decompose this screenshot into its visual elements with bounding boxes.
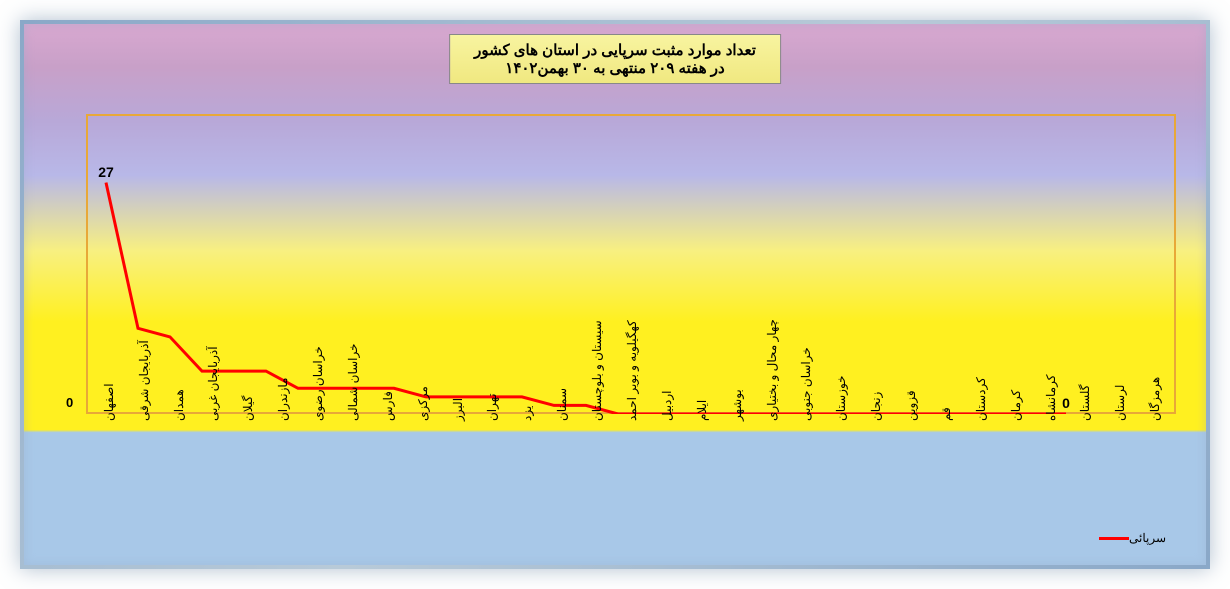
chart-frame: تعداد موارد مثبت سرپایی در استان های کشو… xyxy=(20,20,1210,569)
x-axis-label: چهار محال و بختیاری xyxy=(765,319,779,421)
x-axis-label: خراسان رضوی xyxy=(311,346,325,421)
line-series-svg xyxy=(86,114,1086,414)
x-axis-label: سمنان xyxy=(555,388,569,421)
x-axis-label: هرمزگان xyxy=(1148,377,1162,421)
x-axis-label: البرز xyxy=(451,398,465,421)
x-axis-label: اردبیل xyxy=(660,390,674,421)
x-axis-label: کرمانشاه xyxy=(1044,375,1058,421)
chart-title-line2: در هفته ۲۰۹ منتهی به ۳۰ بهمن۱۴۰۲ xyxy=(474,59,756,77)
legend-line-icon xyxy=(1099,537,1129,540)
x-axis-label: خراسان جنوبی xyxy=(799,347,813,421)
legend: سرپائی xyxy=(1093,531,1166,545)
x-axis-label: گیلان xyxy=(241,396,255,421)
x-axis-labels: اصفهانآذربایجان شرقیهمدانآذربایجان غربیگ… xyxy=(86,419,1176,539)
x-axis-label: قم xyxy=(939,407,953,421)
x-axis-label: مرکزی xyxy=(416,386,430,421)
chart-title-line1: تعداد موارد مثبت سرپایی در استان های کشو… xyxy=(474,41,756,59)
x-axis-label: کردستان xyxy=(974,377,988,421)
x-axis-label: ایلام xyxy=(695,400,709,421)
x-axis-label: فارس xyxy=(381,391,395,421)
x-axis-label: زنجان xyxy=(869,392,883,421)
x-axis-label: خراسان شمالی xyxy=(346,343,360,421)
x-axis-label: کرمان xyxy=(1009,390,1023,421)
x-axis-label: سیستان و بلوچستان xyxy=(590,320,604,421)
x-axis-label: آذربایجان غربی xyxy=(206,346,220,421)
x-axis-label: آذربایجان شرقی xyxy=(137,340,151,421)
data-point-label: 0 xyxy=(1062,395,1070,411)
chart-title-box: تعداد موارد مثبت سرپایی در استان های کشو… xyxy=(449,34,781,84)
legend-label: سرپائی xyxy=(1129,531,1166,545)
x-axis-label: بوشهر xyxy=(730,389,744,421)
x-axis-label: لرستان xyxy=(1113,385,1127,421)
x-axis-label: تهران xyxy=(485,393,499,421)
x-axis-label: قزوین xyxy=(904,390,918,421)
x-axis-label: خوزستان xyxy=(834,375,848,421)
x-axis-label: گلستان xyxy=(1078,385,1092,421)
y-axis-zero-label: 0 xyxy=(66,395,73,410)
x-axis-label: یزد xyxy=(520,406,534,421)
x-axis-label: کهگیلویه و بویر احمد xyxy=(625,320,639,421)
x-axis-label: اصفهان xyxy=(102,383,116,421)
data-point-label: 27 xyxy=(98,163,114,179)
x-axis-label: مازندران xyxy=(276,378,290,421)
x-axis-label: همدان xyxy=(172,389,186,421)
